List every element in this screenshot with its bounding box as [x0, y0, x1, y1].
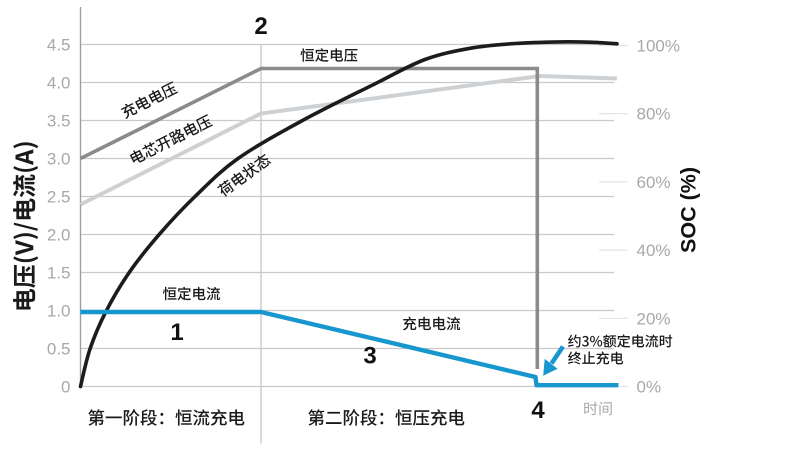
- svg-text:2: 2: [254, 13, 267, 40]
- svg-text:4.0: 4.0: [47, 74, 71, 93]
- svg-text:60%: 60%: [637, 173, 671, 192]
- svg-text:20%: 20%: [637, 309, 671, 328]
- svg-text:2.5: 2.5: [47, 188, 71, 207]
- svg-text:0: 0: [61, 378, 70, 397]
- svg-text:3: 3: [363, 343, 376, 370]
- svg-text:4: 4: [531, 397, 545, 424]
- svg-text:4.5: 4.5: [47, 36, 71, 55]
- svg-text:100%: 100%: [637, 37, 680, 56]
- svg-text:1.5: 1.5: [47, 264, 71, 283]
- svg-text:2.0: 2.0: [47, 226, 71, 245]
- svg-text:SOC (%): SOC (%): [677, 167, 701, 253]
- svg-text:0.5: 0.5: [47, 340, 71, 359]
- svg-text:80%: 80%: [637, 105, 671, 124]
- svg-text:1.0: 1.0: [47, 302, 71, 321]
- svg-text:0%: 0%: [637, 378, 662, 397]
- svg-text:3.5: 3.5: [47, 112, 71, 131]
- svg-text:3.0: 3.0: [47, 150, 71, 169]
- svg-text:40%: 40%: [637, 241, 671, 260]
- svg-text:1: 1: [170, 319, 183, 346]
